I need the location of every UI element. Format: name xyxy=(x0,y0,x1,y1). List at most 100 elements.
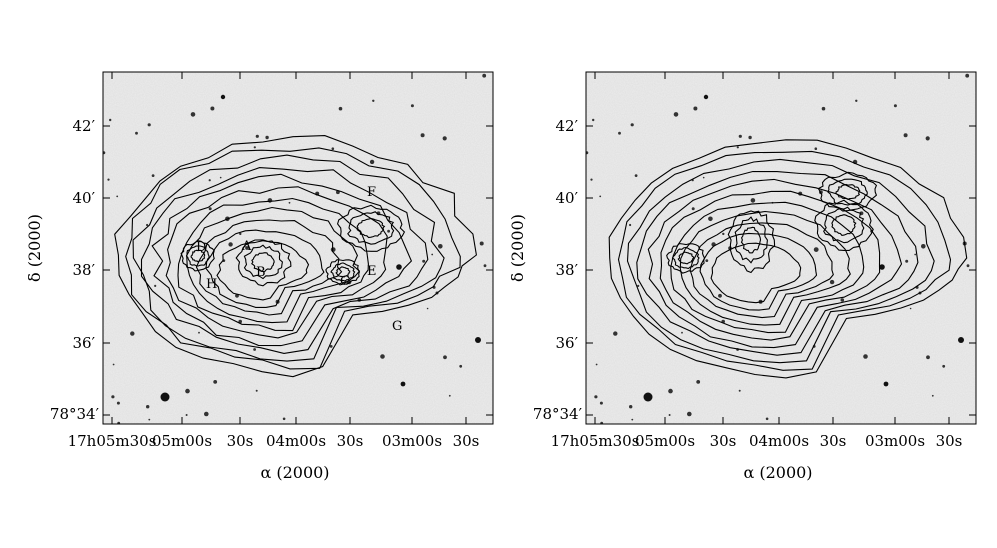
bright-star xyxy=(475,337,481,343)
star xyxy=(204,411,209,417)
star xyxy=(631,418,634,421)
right-star-field xyxy=(586,73,970,424)
star xyxy=(265,135,269,140)
star xyxy=(673,112,679,117)
star xyxy=(942,364,946,368)
star xyxy=(599,401,603,405)
bright-star xyxy=(396,264,402,270)
star xyxy=(718,293,722,298)
bright-star xyxy=(958,337,964,343)
star xyxy=(905,259,909,263)
bright-star xyxy=(883,381,889,387)
star xyxy=(103,151,106,155)
bright-star xyxy=(879,264,885,270)
star xyxy=(459,364,463,368)
star xyxy=(151,174,155,178)
right-ytick-label: 78°34′ xyxy=(533,405,583,423)
star xyxy=(146,405,150,409)
region-label-h: H xyxy=(206,277,217,292)
region-label-a: A xyxy=(241,239,252,254)
star xyxy=(594,395,598,399)
star xyxy=(893,104,897,108)
left-xtick-label: 03m00s xyxy=(382,432,442,450)
star xyxy=(117,421,121,424)
star xyxy=(185,388,190,394)
left-xtick-label: 05m00s xyxy=(152,432,212,450)
contour-knot xyxy=(823,206,865,244)
region-label-e: E xyxy=(367,264,377,279)
star xyxy=(245,246,249,250)
star xyxy=(154,284,157,287)
contour-line xyxy=(205,229,325,308)
contour-line xyxy=(140,167,429,354)
right-xtick-label: 30s xyxy=(820,432,847,450)
contour-line xyxy=(165,186,388,339)
star xyxy=(239,232,242,236)
right-contours xyxy=(608,139,968,379)
contour-line xyxy=(195,219,343,316)
right-ytick-label: 40′ xyxy=(556,189,579,207)
star xyxy=(185,414,188,416)
contour-line xyxy=(608,139,968,379)
contour-line xyxy=(617,150,952,371)
star xyxy=(198,331,200,334)
star xyxy=(267,198,273,203)
contour-line xyxy=(689,222,834,319)
contour-line xyxy=(125,147,461,370)
contour-knot xyxy=(734,216,768,264)
star xyxy=(696,380,701,384)
star xyxy=(238,319,242,324)
left-frame xyxy=(102,71,494,425)
star xyxy=(668,388,673,394)
star xyxy=(705,259,709,262)
contour-knot xyxy=(671,246,700,270)
star xyxy=(925,136,930,141)
star xyxy=(208,207,212,211)
contour-line xyxy=(670,201,865,334)
left-noise-texture xyxy=(103,72,493,424)
star xyxy=(482,73,487,78)
star xyxy=(438,244,443,249)
star xyxy=(431,253,434,256)
star xyxy=(681,331,683,334)
contour-line xyxy=(132,154,445,362)
bright-star xyxy=(703,94,709,100)
right-ytick-label: 42′ xyxy=(556,117,579,135)
star xyxy=(840,298,845,302)
bright-star xyxy=(400,381,406,387)
contour-line xyxy=(647,178,903,349)
region-label-b: B xyxy=(256,265,266,280)
star xyxy=(111,395,115,399)
left-contours xyxy=(114,135,477,378)
right-xtick-label: 05m00s xyxy=(635,432,695,450)
star xyxy=(380,354,385,359)
bright-star xyxy=(160,392,170,402)
star xyxy=(855,99,858,103)
left-ytick-label: 36′ xyxy=(73,334,96,352)
star xyxy=(691,207,695,211)
contour-knot xyxy=(356,217,386,239)
right-x-axis-label: α (2000) xyxy=(743,463,812,482)
region-label-f: F xyxy=(367,185,376,200)
star xyxy=(965,73,970,78)
contour-knot xyxy=(190,249,206,263)
right-ytick-label: 38′ xyxy=(556,261,579,279)
star xyxy=(146,223,149,227)
star xyxy=(135,131,138,135)
contour-knot xyxy=(835,183,861,201)
region-label-g: G xyxy=(392,319,402,334)
contour-knot xyxy=(740,226,762,254)
star xyxy=(921,244,926,249)
left-xtick-label: 30s xyxy=(227,432,254,450)
right-ticks xyxy=(586,72,976,424)
star xyxy=(903,133,908,138)
star xyxy=(426,307,429,310)
star xyxy=(813,247,819,253)
region-label-d: D xyxy=(196,240,206,255)
right-panel: 42′ 40′ 38′ 36′ 78°34′ 17h05m30s 05m00s … xyxy=(508,71,977,482)
left-xtick-label: 04m00s xyxy=(266,432,326,450)
star xyxy=(637,284,640,287)
contour-knot xyxy=(347,211,395,245)
star xyxy=(629,405,633,409)
star xyxy=(219,176,222,179)
